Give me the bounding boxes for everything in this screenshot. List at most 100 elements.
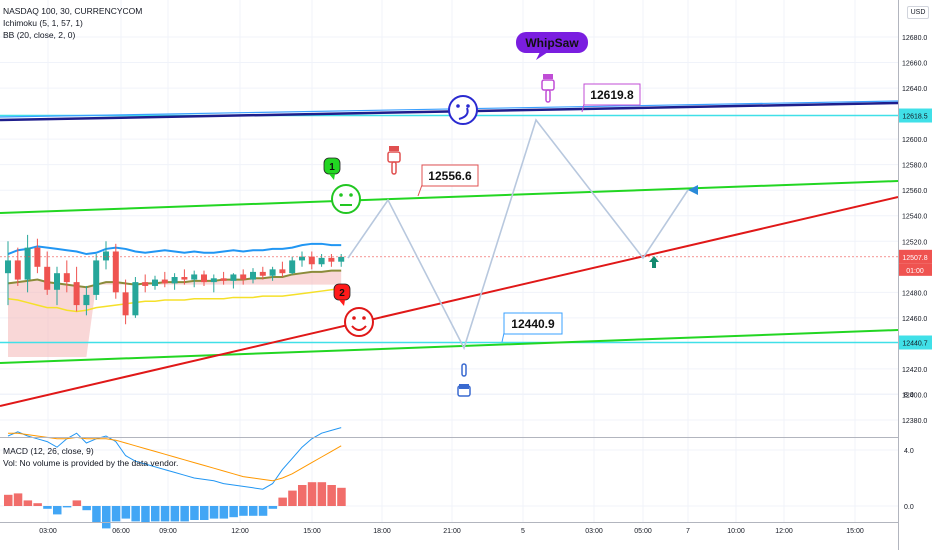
candle-body: [54, 273, 60, 290]
macd-histogram-bar: [23, 500, 33, 506]
pane-separator[interactable]: [0, 437, 898, 438]
green-trend-line-upper[interactable]: [0, 180, 899, 214]
price-label-12556-text: 12556.6: [428, 169, 472, 183]
price-label-12556-pointer: [417, 184, 423, 197]
bollinger-legend[interactable]: BB (20, close, 2, 0): [3, 30, 76, 40]
hand-cuff: [459, 384, 469, 389]
hand-cuff: [543, 74, 553, 79]
red-trend-line[interactable]: [0, 196, 899, 407]
candle-body: [142, 282, 149, 286]
time-tick-label: 10:00: [727, 528, 745, 535]
hand-palm: [387, 151, 401, 163]
currency-badge[interactable]: USD: [907, 6, 929, 19]
candle-body: [34, 247, 41, 267]
ichimoku-legend[interactable]: Ichimoku (5, 1, 57, 1): [3, 18, 83, 28]
axis-label-current-price-bg: [899, 249, 932, 264]
green-trend-line-lower[interactable]: [0, 329, 899, 364]
price-tick-label: 12480.0: [902, 290, 927, 297]
macd-histogram-bar: [249, 506, 258, 516]
pointing-hand-icon[interactable]: [541, 74, 555, 103]
macd-histogram-bar: [327, 485, 336, 506]
face-eye: [466, 104, 470, 108]
candle-body: [328, 257, 335, 262]
macd-histogram-bar: [337, 487, 346, 506]
price-tick-label: 12400.0: [902, 392, 927, 399]
axis-label-lower-line[interactable]: 12440.7: [902, 341, 927, 348]
projection-path[interactable]: [347, 118, 689, 351]
pointing-hand-icon[interactable]: [387, 146, 401, 175]
macd-histogram-bar: [258, 506, 268, 516]
macd-histogram-bar: [180, 506, 189, 522]
axis-label-upper-line[interactable]: 12618.5: [902, 114, 927, 121]
arrow-icon[interactable]: [649, 256, 659, 268]
candle-body: [250, 271, 256, 280]
price-label-12556-box[interactable]: [421, 164, 479, 187]
macd-histogram-bar: [190, 506, 199, 520]
price-tick-label: 12520.0: [902, 239, 927, 246]
price-label-12619-box[interactable]: [583, 83, 641, 106]
worried-face-icon[interactable]: [448, 95, 478, 125]
axis-label-current-price[interactable]: 12507.8: [902, 255, 927, 262]
macd-histogram-bar: [72, 500, 82, 506]
candle-body: [93, 260, 100, 295]
price-tick-label: 12640.0: [902, 86, 927, 93]
arrow-icon[interactable]: [688, 185, 698, 195]
candle-body: [279, 269, 286, 274]
neutral-face-icon[interactable]: [331, 184, 361, 214]
smiley-face-icon[interactable]: [344, 307, 374, 337]
macd-histogram-bar: [131, 506, 140, 522]
macd-histogram-bar: [4, 494, 13, 506]
macd-histogram-bar: [82, 506, 91, 511]
candle-body: [318, 257, 325, 265]
chart-grid: [0, 0, 898, 522]
macd-pane: [4, 427, 346, 529]
time-tick-label: 7: [686, 528, 690, 535]
hand-finger: [391, 161, 397, 175]
candle-body: [44, 266, 51, 290]
volume-legend: Vol: No volume is provided by the data v…: [3, 458, 179, 468]
price-label-12440-box[interactable]: [503, 312, 563, 335]
macd-histogram-bar: [288, 490, 297, 506]
face-eye: [339, 193, 343, 197]
axis-label-lower-line-bg: [899, 335, 932, 350]
candle-body: [308, 256, 315, 265]
price-tick-label: 12380.0: [902, 418, 927, 425]
time-tick-label: 15:00: [303, 528, 321, 535]
macd-histogram-bar: [298, 485, 307, 506]
candle-body: [210, 278, 217, 283]
macd-histogram-bar: [121, 506, 131, 519]
whipsaw-bubble[interactable]: [516, 32, 588, 53]
candle-body: [181, 277, 188, 280]
face-mouth: [351, 325, 367, 331]
face-outline: [331, 184, 361, 214]
time-tick-label: 12:00: [775, 528, 793, 535]
macd-legend[interactable]: MACD (12, 26, close, 9): [3, 446, 94, 456]
macd-histogram-bar: [13, 493, 23, 506]
macd-histogram-bar: [53, 506, 62, 515]
candle-body: [161, 279, 168, 284]
candle-body: [73, 282, 80, 306]
candle-body: [112, 251, 119, 293]
macd-histogram-bar: [317, 482, 327, 506]
macd-histogram-bar: [151, 506, 160, 522]
candle-body: [230, 274, 237, 281]
drawing-layer[interactable]: 12619.8 12556.6 12440.9 WhipSaw 1 2: [0, 32, 899, 407]
candle-body: [220, 278, 227, 281]
macd-histogram-bar: [111, 506, 121, 522]
price-axis[interactable]: 12680.0 12660.0 12640.0 12600.0 12580.0 12560…: [899, 35, 932, 511]
price-tick-label: 12660.0: [902, 61, 927, 68]
macd-histogram-bar: [102, 506, 111, 529]
macd-histogram-bar: [278, 497, 287, 506]
price-tick-label: 12420.0: [902, 367, 927, 374]
candle-body: [259, 271, 266, 276]
symbol-title[interactable]: NASDAQ 100, 30, CURRENCYCOM: [3, 6, 143, 16]
pointing-hand-icon[interactable]: [457, 363, 471, 397]
candle-body: [338, 256, 345, 262]
candle-body: [63, 273, 70, 283]
time-axis[interactable]: 03:00 06:00 09:00 12:00 15:00 18:00 21:00 5 03:0…: [39, 528, 864, 535]
time-tick-label: 05:00: [634, 528, 652, 535]
macd-histogram-bar: [62, 506, 72, 508]
time-tick-label: 12:00: [231, 528, 249, 535]
candle-body: [83, 294, 90, 306]
